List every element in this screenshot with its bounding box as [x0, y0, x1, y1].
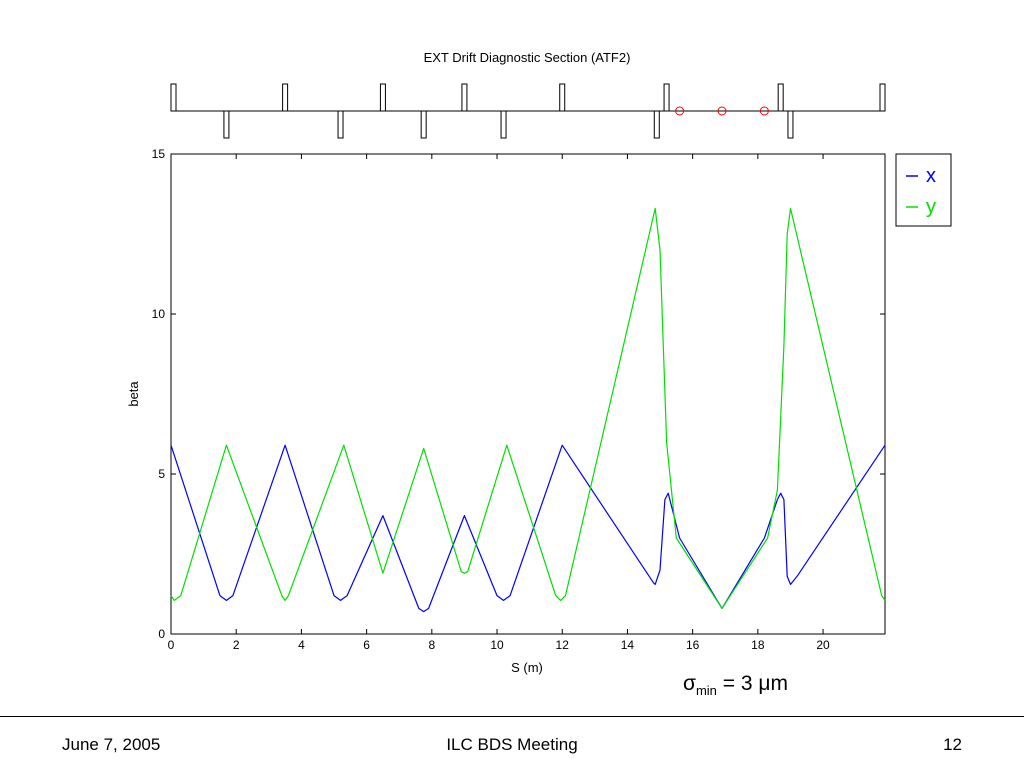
- wire-scanner-marker: [675, 106, 685, 116]
- footer-title: ILC BDS Meeting: [446, 735, 578, 754]
- x-axis-label: S (m): [511, 660, 543, 675]
- legend-label-x: x: [926, 165, 936, 187]
- footer-divider: [0, 716, 1024, 717]
- beamline-lattice-diagram: [170, 83, 886, 139]
- x-tick-label: 0: [168, 638, 175, 652]
- magnet-upper: [379, 83, 386, 112]
- sigma-value: = 3 μm: [716, 672, 788, 695]
- magnet-upper: [879, 83, 886, 112]
- magnet-lower: [337, 110, 344, 139]
- y-axis: 0 5 10 15: [152, 147, 885, 641]
- x-tick-label: 14: [621, 638, 635, 652]
- y-tick-label: 0: [158, 627, 165, 641]
- magnet-lower: [223, 110, 230, 139]
- x-tick-label: 20: [816, 638, 830, 652]
- x-tick-label: 12: [556, 638, 570, 652]
- legend-box: [895, 153, 952, 227]
- plot-frame: [170, 153, 886, 635]
- magnet-upper: [777, 83, 784, 112]
- series-line-x: [170, 444, 886, 613]
- sigma-min-annotation: σmin = 3 μm: [683, 672, 788, 698]
- x-axis: 0 2 4 6 8 10 12 14 16 18 20: [168, 154, 830, 652]
- magnet-upper: [663, 83, 670, 112]
- sigma-subscript: min: [695, 683, 717, 699]
- x-tick-label: 4: [298, 638, 305, 652]
- magnet-upper: [170, 83, 177, 112]
- magnet-lower: [420, 110, 427, 139]
- magnet-upper: [282, 83, 289, 112]
- y-tick-label: 15: [152, 147, 166, 161]
- x-tick-label: 2: [233, 638, 240, 652]
- magnet-lower: [787, 110, 794, 139]
- beta-function-chart: EXT Drift Diagnostic Section (ATF2) 0 2 4 6…: [126, 50, 952, 675]
- magnet-upper: [461, 83, 468, 112]
- wire-scanner-marker: [759, 106, 769, 116]
- x-tick-label: 16: [686, 638, 700, 652]
- magnet-lower: [653, 110, 660, 139]
- magnet-lower: [500, 110, 507, 139]
- y-tick-label: 10: [152, 307, 166, 321]
- y-axis-label: beta: [126, 381, 141, 407]
- legend: xy: [895, 153, 952, 227]
- wire-scanner-marker: [717, 106, 727, 116]
- x-tick-label: 6: [363, 638, 370, 652]
- x-tick-label: 18: [751, 638, 765, 652]
- x-tick-label: 8: [428, 638, 435, 652]
- series-lines: [170, 207, 886, 613]
- legend-label-y: y: [926, 196, 936, 218]
- sigma-symbol: σ: [683, 672, 696, 695]
- magnet-upper: [559, 83, 566, 112]
- series-line-y: [170, 207, 886, 610]
- footer-date: June 7, 2005: [62, 735, 161, 754]
- y-tick-label: 5: [158, 467, 165, 481]
- page-number: 12: [943, 735, 962, 754]
- x-tick-label: 10: [490, 638, 504, 652]
- chart-title: EXT Drift Diagnostic Section (ATF2): [424, 50, 631, 65]
